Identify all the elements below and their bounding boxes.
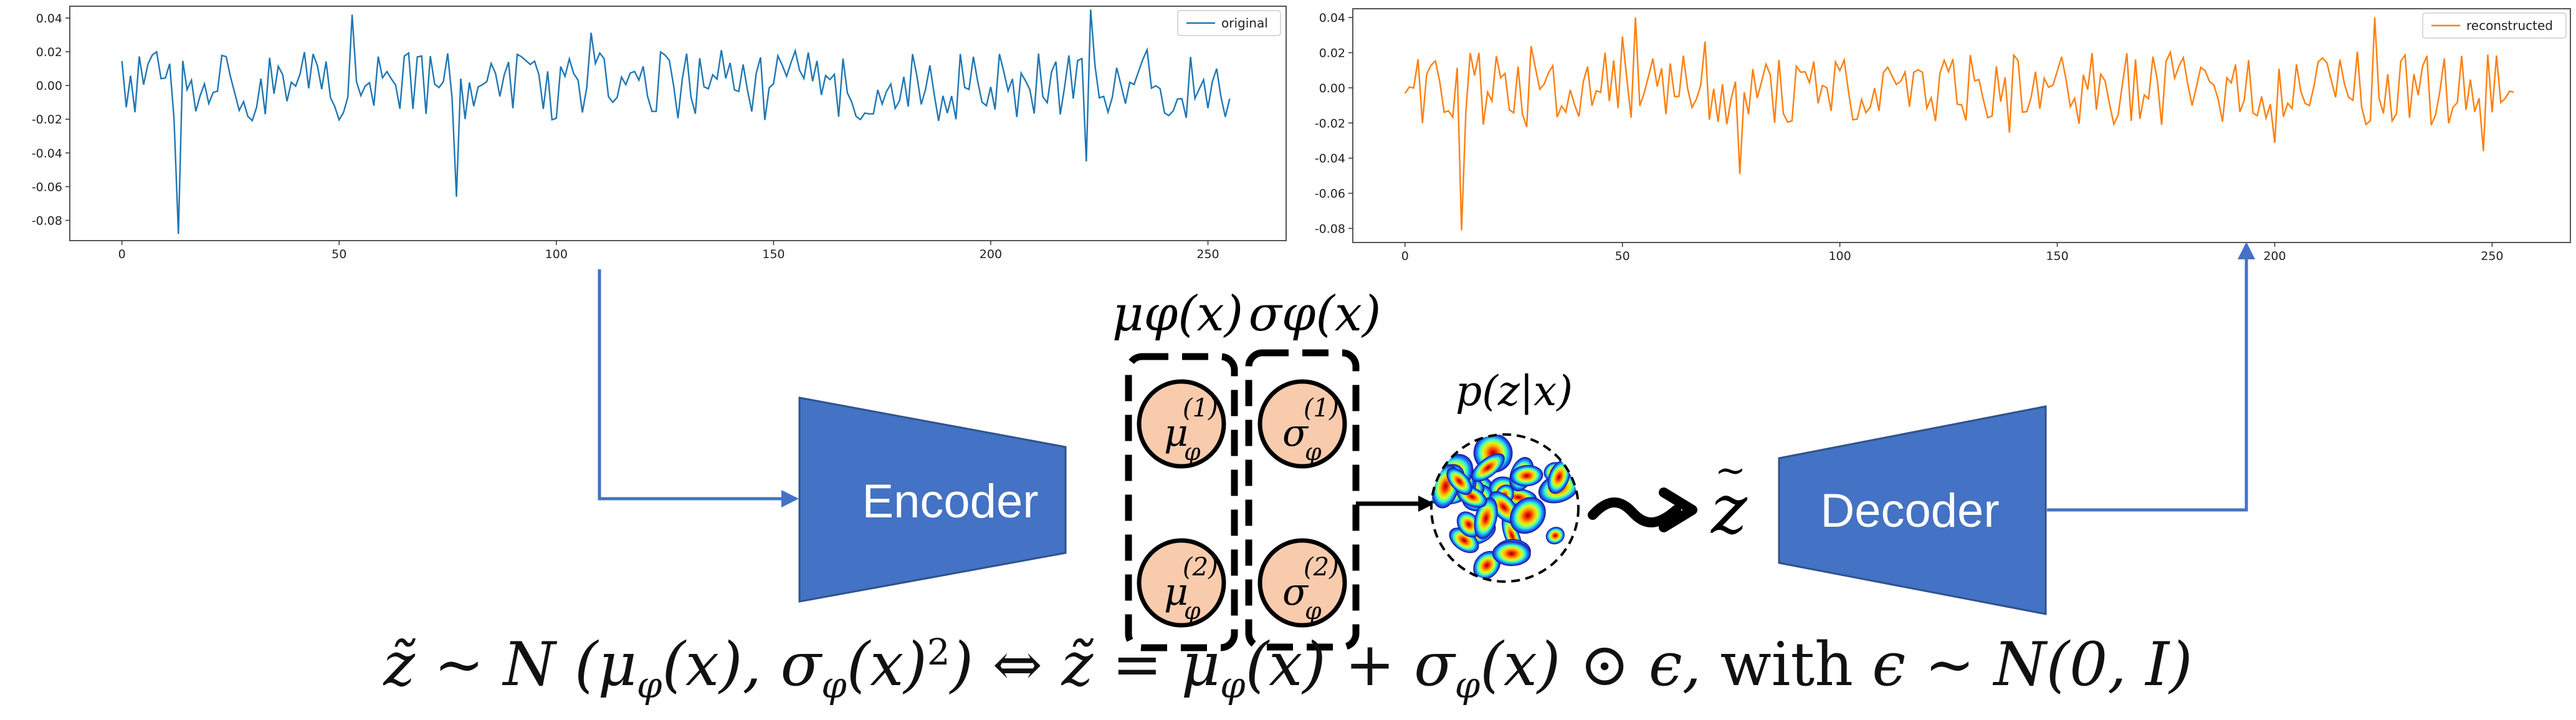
sigma-node-2: σ φ (2) xyxy=(1257,538,1347,628)
sigma-node-1: σ φ (1) xyxy=(1257,379,1347,469)
gaussian-blob xyxy=(1471,453,1505,482)
distribution-circle-border xyxy=(1430,433,1580,583)
gaussian-blob xyxy=(1510,465,1543,487)
formula-sub-2: φ xyxy=(821,664,847,707)
x-tick-label: 250 xyxy=(2481,249,2503,263)
y-tick-label: 0.00 xyxy=(1319,82,1345,95)
encoder-block: Encoder xyxy=(798,396,1067,603)
plot-frame-right xyxy=(1352,8,2571,243)
original-series-line xyxy=(121,9,1231,234)
posterior-label: p(z|x) xyxy=(1456,367,1573,415)
formula-part-5: (x) + σ xyxy=(1245,630,1455,699)
output-arrow xyxy=(2047,242,2255,512)
y-tick-label: -0.04 xyxy=(32,146,62,160)
y-tick-label: 0.04 xyxy=(36,12,62,26)
y-tick-label: 0.00 xyxy=(36,79,62,93)
decoder-label: Decoder xyxy=(1820,484,1999,537)
gaussian-blob xyxy=(1545,527,1565,545)
sigma-node-1-sup: (1) xyxy=(1304,394,1339,423)
x-tick-label: 250 xyxy=(1196,247,1219,261)
formula-part-2: (x), σ xyxy=(662,630,822,699)
mu-node-1-symbol: μ xyxy=(1164,411,1188,455)
y-tick-label: -0.08 xyxy=(1315,222,1345,236)
x-tick-label: 0 xyxy=(1401,249,1409,263)
gaussian-blob xyxy=(1446,468,1472,495)
formula-part-7: ϵ ∼ N(0, I) xyxy=(1853,630,2193,699)
legend-left: original xyxy=(1177,10,1281,36)
encoder-trapezoid xyxy=(798,396,1067,603)
gaussian-blob xyxy=(1474,497,1498,539)
z-tilde: z ~ xyxy=(1710,449,1748,549)
reconstructed-signal-plot: 0 50 100 150 200 250 0.04 0.02 0.00 -0.02 -0.04 -0.… xyxy=(1315,8,2571,263)
x-tick-label: 200 xyxy=(2263,249,2286,263)
input-arrow xyxy=(598,269,799,507)
x-tick-label: 150 xyxy=(2046,249,2068,263)
x-tick-label: 100 xyxy=(545,247,568,261)
plot-frame-left xyxy=(69,6,1287,241)
legend-box-right xyxy=(2422,12,2567,39)
formula-part-3: (x) xyxy=(846,630,927,699)
y-tick-label: -0.02 xyxy=(1315,117,1345,130)
y-tick-label: 0.04 xyxy=(1319,11,1345,25)
y-tick-label: -0.06 xyxy=(32,180,62,194)
decoder-trapezoid xyxy=(1778,405,2047,615)
mu-node-1: μ φ (1) xyxy=(1137,379,1226,469)
formula-sub-4: φ xyxy=(1454,664,1481,707)
formula-sub-3: φ xyxy=(1220,664,1246,707)
original-signal-plot: 0 50 100 150 200 250 0.04 0.02 0.00 -0.02 -0.04 -0.… xyxy=(32,6,1287,261)
mu-group-box xyxy=(1125,353,1238,651)
mu-node-1-sub: φ xyxy=(1184,438,1201,466)
x-tick-label: 150 xyxy=(762,247,785,261)
gaussian-blob xyxy=(1492,541,1531,567)
mu-header: μφ(x) xyxy=(1112,286,1243,342)
legend-right: reconstructed xyxy=(2422,12,2567,39)
legend-label-original: original xyxy=(1221,16,1268,31)
mu-node-2-symbol: μ xyxy=(1164,570,1188,614)
formula-sub-1: φ xyxy=(636,664,662,707)
x-tick-label: 200 xyxy=(980,247,1002,261)
y-tick-label: -0.06 xyxy=(1315,187,1345,201)
mu-node-1-sup: (1) xyxy=(1183,394,1218,423)
y-tick-label: -0.04 xyxy=(1315,152,1345,166)
left-ticks: 0 50 100 150 200 250 0.04 0.02 0.00 -0.02 -0.04 -0.… xyxy=(32,12,1219,261)
sigma-node-2-symbol: σ xyxy=(1282,570,1309,614)
reparameterization-formula: z̃ ∼ N (μφ(x), σφ(x)2) ⇔ z̃ = μφ(x) + σφ… xyxy=(0,630,2576,706)
x-tick-label: 100 xyxy=(1828,249,1851,263)
y-tick-label: 0.02 xyxy=(36,46,62,59)
formula-square: 2 xyxy=(927,631,950,673)
formula-part-6: (x) ⊙ ϵ, xyxy=(1480,630,1720,699)
x-tick-label: 50 xyxy=(1615,249,1630,263)
sigma-node-2-sub: φ xyxy=(1305,597,1322,625)
sigma-node-1-sub: φ xyxy=(1305,438,1322,466)
right-ticks: 0 50 100 150 200 250 0.04 0.02 0.00 -0.02 -0.04 -0.… xyxy=(1315,11,2504,263)
formula-part-1: z̃ ∼ N (μ xyxy=(383,630,637,699)
z-tilde-letter: z xyxy=(1710,469,1748,549)
latent-distribution: p(z|x) xyxy=(1430,367,1580,583)
sigma-node-1-symbol: σ xyxy=(1282,411,1309,455)
z-tilde-accent: ~ xyxy=(1715,449,1746,492)
encoder-label: Encoder xyxy=(862,475,1038,528)
decoder-block: Decoder xyxy=(1778,405,2047,615)
x-tick-label: 50 xyxy=(332,247,346,261)
sigma-group-box xyxy=(1245,349,1360,651)
sampling-squiggle xyxy=(1588,487,1697,532)
reconstructed-series-line xyxy=(1404,17,2514,231)
legend-box-left xyxy=(1177,10,1281,36)
latent-parameters: μφ(x) σφ(x) μ φ (1) μ φ (2) σ φ (1) σ φ … xyxy=(1112,286,1381,651)
legend-label-reconstructed: reconstructed xyxy=(2466,18,2553,33)
mu-node-2-sub: φ xyxy=(1184,597,1201,625)
mu-node-2-sup: (2) xyxy=(1183,553,1218,582)
y-tick-label: -0.02 xyxy=(32,113,62,127)
formula-with: with xyxy=(1720,630,1853,699)
gaussian-blob xyxy=(1510,497,1546,534)
sigma-header: σφ(x) xyxy=(1249,286,1381,342)
sigma-node-2-sup: (2) xyxy=(1304,553,1339,582)
formula-part-4: ) ⇔ z̃ = μ xyxy=(950,630,1220,699)
y-tick-label: -0.08 xyxy=(32,214,62,228)
y-tick-label: 0.02 xyxy=(1319,46,1345,60)
gaussian-blobs xyxy=(1431,434,1578,580)
mu-node-2: μ φ (2) xyxy=(1137,538,1226,628)
x-tick-label: 0 xyxy=(118,247,126,261)
